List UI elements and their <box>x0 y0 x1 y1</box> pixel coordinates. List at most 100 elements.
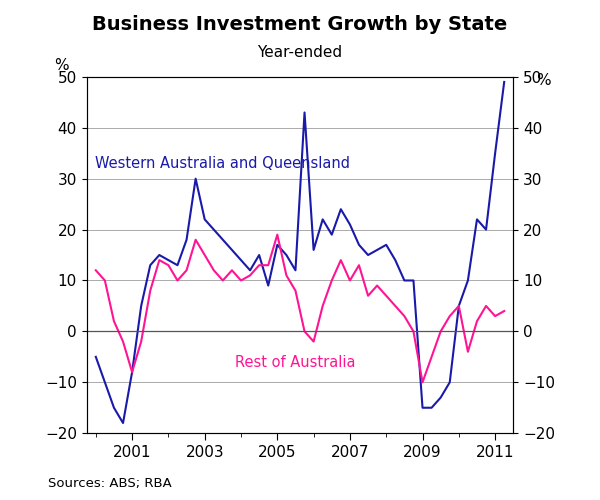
Western Australia and Queensland <box>219 237 226 243</box>
Western Australia and Queensland <box>292 268 299 274</box>
Western Australia and Queensland <box>310 247 317 253</box>
Rest of Australia <box>328 278 335 283</box>
Western Australia and Queensland <box>364 252 371 258</box>
Rest of Australia <box>274 232 281 237</box>
Western Australia and Queensland <box>256 252 263 258</box>
Rest of Australia <box>156 257 163 263</box>
Western Australia and Queensland <box>201 216 208 222</box>
Rest of Australia <box>437 328 444 334</box>
Rest of Australia <box>383 292 390 298</box>
Rest of Australia <box>473 318 481 324</box>
Western Australia and Queensland <box>383 242 390 248</box>
Rest of Australia <box>310 338 317 344</box>
Western Australia and Queensland <box>92 354 100 360</box>
Western Australia and Queensland <box>419 404 426 410</box>
Western Australia and Queensland <box>328 232 335 237</box>
Western Australia and Queensland <box>355 242 362 248</box>
Western Australia and Queensland <box>137 303 145 309</box>
Western Australia and Queensland <box>455 303 463 309</box>
Western Australia and Queensland <box>119 420 127 426</box>
Rest of Australia <box>238 278 245 283</box>
Y-axis label: %: % <box>536 74 550 88</box>
Rest of Australia <box>256 262 263 268</box>
Rest of Australia <box>128 369 136 375</box>
Western Australia and Queensland <box>410 278 417 283</box>
Western Australia and Queensland <box>156 252 163 258</box>
Western Australia and Queensland <box>437 394 444 400</box>
Rest of Australia <box>410 328 417 334</box>
Western Australia and Queensland <box>238 257 245 263</box>
Text: Business Investment Growth by State: Business Investment Growth by State <box>92 15 508 34</box>
Western Australia and Queensland <box>446 380 454 386</box>
Western Australia and Queensland <box>337 206 344 212</box>
Western Australia and Queensland <box>183 237 190 243</box>
Western Australia and Queensland <box>374 247 381 253</box>
Text: Year-ended: Year-ended <box>257 45 343 60</box>
Western Australia and Queensland <box>265 282 272 288</box>
Rest of Australia <box>446 313 454 319</box>
Western Australia and Queensland <box>128 369 136 375</box>
Western Australia and Queensland <box>491 150 499 156</box>
Rest of Australia <box>500 308 508 314</box>
Rest of Australia <box>201 252 208 258</box>
Western Australia and Queensland <box>319 216 326 222</box>
Rest of Australia <box>174 278 181 283</box>
Rest of Australia <box>92 268 100 274</box>
Western Australia and Queensland <box>210 226 217 232</box>
Rest of Australia <box>110 318 118 324</box>
Line: Western Australia and Queensland: Western Australia and Queensland <box>96 82 504 423</box>
Rest of Australia <box>374 282 381 288</box>
Western Australia and Queensland <box>146 262 154 268</box>
Western Australia and Queensland <box>464 278 472 283</box>
Text: Sources: ABS; RBA: Sources: ABS; RBA <box>48 477 172 490</box>
Western Australia and Queensland <box>482 226 490 232</box>
Rest of Australia <box>210 268 217 274</box>
Rest of Australia <box>183 268 190 274</box>
Rest of Australia <box>192 237 199 243</box>
Rest of Australia <box>219 278 226 283</box>
Western Australia and Queensland <box>301 110 308 116</box>
Rest of Australia <box>319 303 326 309</box>
Western Australia and Queensland <box>274 242 281 248</box>
Text: Western Australia and Queensland: Western Australia and Queensland <box>95 156 350 172</box>
Western Australia and Queensland <box>500 79 508 85</box>
Western Australia and Queensland <box>247 268 254 274</box>
Rest of Australia <box>346 278 353 283</box>
Western Australia and Queensland <box>401 278 408 283</box>
Rest of Australia <box>165 262 172 268</box>
Text: Rest of Australia: Rest of Australia <box>235 355 356 370</box>
Rest of Australia <box>283 272 290 278</box>
Western Australia and Queensland <box>473 216 481 222</box>
Rest of Australia <box>482 303 490 309</box>
Western Australia and Queensland <box>165 257 172 263</box>
Western Australia and Queensland <box>174 262 181 268</box>
Western Australia and Queensland <box>392 257 399 263</box>
Western Australia and Queensland <box>229 247 236 253</box>
Western Australia and Queensland <box>283 252 290 258</box>
Rest of Australia <box>337 257 344 263</box>
Rest of Australia <box>229 268 236 274</box>
Rest of Australia <box>455 303 463 309</box>
Rest of Australia <box>265 262 272 268</box>
Rest of Australia <box>247 272 254 278</box>
Rest of Australia <box>292 288 299 294</box>
Rest of Australia <box>119 338 127 344</box>
Rest of Australia <box>392 303 399 309</box>
Line: Rest of Australia: Rest of Australia <box>96 234 504 382</box>
Rest of Australia <box>137 338 145 344</box>
Rest of Australia <box>419 380 426 386</box>
Rest of Australia <box>428 354 435 360</box>
Rest of Australia <box>146 288 154 294</box>
Western Australia and Queensland <box>428 404 435 410</box>
Rest of Australia <box>491 313 499 319</box>
Rest of Australia <box>101 278 109 283</box>
Rest of Australia <box>464 348 472 354</box>
Western Australia and Queensland <box>110 404 118 410</box>
Western Australia and Queensland <box>346 222 353 228</box>
Western Australia and Queensland <box>101 380 109 386</box>
Rest of Australia <box>301 328 308 334</box>
Rest of Australia <box>364 292 371 298</box>
Y-axis label: %: % <box>54 58 68 74</box>
Rest of Australia <box>355 262 362 268</box>
Western Australia and Queensland <box>192 176 199 182</box>
